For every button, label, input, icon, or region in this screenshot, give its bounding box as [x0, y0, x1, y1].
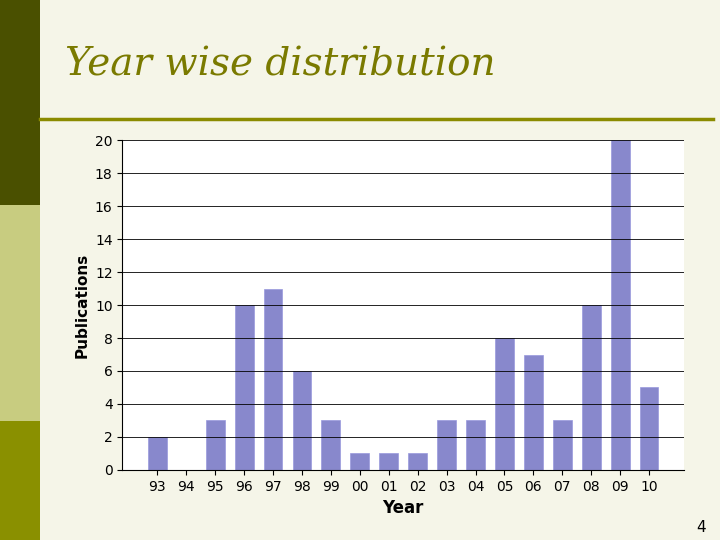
Bar — [206, 420, 225, 470]
Bar — [495, 338, 514, 470]
Bar — [148, 437, 167, 470]
Text: 4: 4 — [696, 519, 706, 535]
Bar — [611, 140, 629, 470]
Bar — [582, 305, 600, 470]
Bar — [379, 454, 398, 470]
Bar — [437, 420, 456, 470]
Bar — [292, 371, 311, 470]
Bar — [351, 454, 369, 470]
Bar — [524, 354, 543, 470]
X-axis label: Year: Year — [382, 499, 424, 517]
Bar — [322, 420, 341, 470]
Text: Year wise distribution: Year wise distribution — [65, 46, 495, 83]
Bar — [264, 288, 282, 470]
Y-axis label: Publications: Publications — [74, 253, 89, 357]
Bar — [466, 420, 485, 470]
Bar — [408, 454, 427, 470]
Bar — [235, 305, 253, 470]
Bar — [553, 420, 572, 470]
Bar — [639, 388, 659, 470]
